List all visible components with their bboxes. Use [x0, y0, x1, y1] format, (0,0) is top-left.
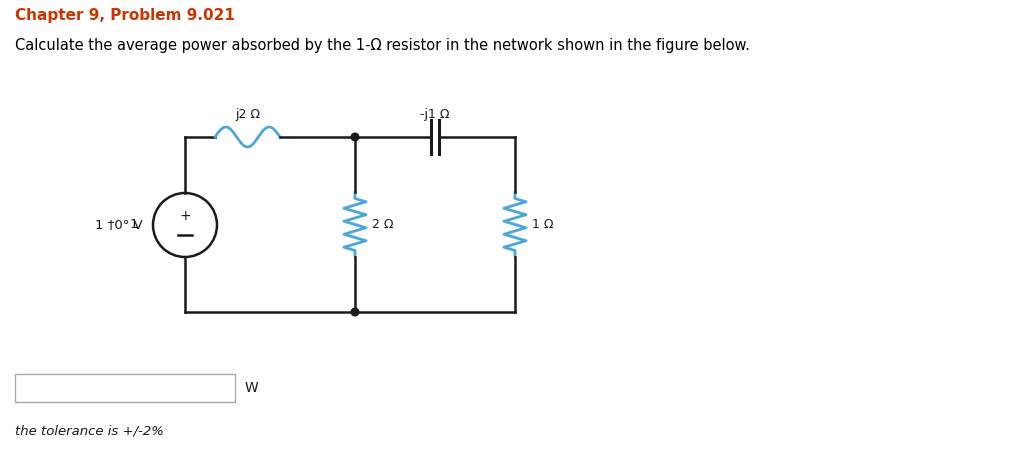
Text: 1: 1: [130, 219, 143, 232]
Circle shape: [351, 308, 358, 316]
FancyBboxPatch shape: [15, 374, 234, 402]
Circle shape: [351, 133, 358, 141]
Text: W: W: [245, 381, 259, 395]
Text: j2 Ω: j2 Ω: [234, 108, 260, 121]
Text: 1 †0° V: 1 †0° V: [95, 219, 143, 232]
Text: -j1 Ω: -j1 Ω: [420, 108, 450, 121]
Text: the tolerance is +/-2%: the tolerance is +/-2%: [15, 424, 164, 437]
Text: Chapter 9, Problem 9.021: Chapter 9, Problem 9.021: [15, 8, 234, 23]
Text: 1 Ω: 1 Ω: [532, 218, 554, 231]
Text: Calculate the average power absorbed by the 1-Ω resistor in the network shown in: Calculate the average power absorbed by …: [15, 38, 750, 53]
Text: +: +: [179, 209, 190, 223]
Text: 2 Ω: 2 Ω: [372, 218, 393, 231]
